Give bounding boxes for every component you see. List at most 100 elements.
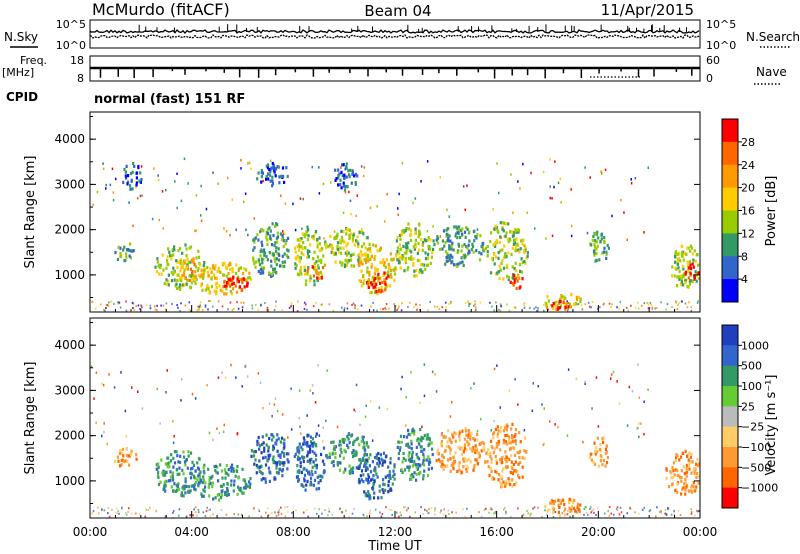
echo-cell	[344, 467, 347, 471]
echo-cell	[313, 478, 317, 482]
echo-cell	[458, 438, 461, 442]
echo-cell	[465, 225, 468, 230]
echo-cell	[400, 468, 403, 472]
echo-cell	[139, 180, 142, 184]
echo-cell	[556, 304, 559, 308]
echo-cell	[357, 245, 360, 249]
echo-cell	[688, 260, 691, 264]
noise-cell	[551, 197, 553, 200]
ground-scatter-cell	[637, 301, 639, 304]
echo-cell	[172, 489, 175, 493]
echo-cell	[595, 240, 598, 244]
ground-scatter-cell	[324, 509, 326, 512]
noise-cell	[589, 176, 591, 179]
noise-cell	[101, 434, 103, 438]
echo-cell	[340, 229, 343, 233]
echo-cell	[492, 451, 495, 455]
echo-cell	[685, 252, 688, 256]
ground-scatter-cell	[491, 305, 493, 308]
ground-scatter-cell	[380, 515, 383, 518]
echo-cell	[253, 450, 256, 454]
echo-cell	[688, 451, 691, 455]
ground-scatter-cell	[590, 511, 592, 514]
echo-cell	[332, 251, 335, 255]
echo-cell	[467, 435, 470, 439]
echo-cell	[122, 454, 125, 458]
ground-scatter-cell	[526, 510, 528, 512]
ground-scatter-cell	[656, 307, 658, 310]
echo-cell	[596, 450, 599, 454]
echo-cell	[681, 264, 684, 269]
ground-scatter-cell	[415, 303, 417, 306]
echo-cell	[201, 481, 204, 485]
echo-cell	[422, 455, 425, 459]
echo-cell	[127, 174, 130, 178]
ground-scatter-cell	[220, 509, 223, 512]
ground-scatter-cell	[505, 512, 507, 515]
echo-cell	[691, 484, 694, 488]
noise-cell	[153, 167, 155, 170]
noise-cell	[273, 403, 276, 406]
echo-cell	[302, 252, 305, 257]
echo-cell	[502, 221, 505, 225]
ground-scatter-cell	[627, 309, 630, 312]
echo-cell	[277, 165, 280, 169]
echo-cell	[458, 468, 461, 472]
ground-scatter-cell	[149, 307, 152, 310]
nsky-trace	[89, 24, 700, 40]
echo-cell	[440, 440, 443, 444]
echo-cell	[263, 446, 266, 450]
echo-cell	[486, 244, 489, 249]
ground-scatter-cell	[532, 507, 534, 510]
echo-cell	[354, 172, 357, 177]
echo-cell	[474, 444, 477, 448]
echo-cell	[311, 235, 314, 239]
echo-cell	[256, 439, 259, 443]
ground-scatter-cell	[406, 509, 408, 512]
echo-cell	[511, 472, 514, 476]
echo-cell	[263, 248, 266, 252]
colorbar-segment	[722, 365, 738, 387]
ground-scatter-cell	[610, 512, 613, 515]
echo-cell	[360, 245, 364, 249]
echo-cell	[156, 467, 159, 471]
echo-cell	[377, 272, 380, 276]
echo-cell	[384, 265, 387, 269]
echo-cell	[443, 244, 446, 248]
echo-cell	[255, 260, 258, 264]
echo-cell	[355, 437, 358, 442]
noise-cell	[300, 432, 302, 435]
noise-cell	[269, 159, 272, 163]
colorbar-segment	[722, 487, 738, 509]
echo-cell	[407, 266, 410, 270]
echo-cell	[263, 253, 266, 257]
echo-cell	[377, 464, 380, 468]
echo-cell	[374, 266, 377, 270]
echo-cell	[167, 279, 170, 283]
echo-cell	[685, 463, 689, 467]
noise-cell	[231, 198, 233, 201]
echo-cell	[345, 232, 348, 236]
echo-cell	[159, 480, 162, 484]
echo-cell	[389, 252, 392, 256]
echo-cell	[281, 237, 284, 241]
echo-cell	[518, 431, 521, 435]
echo-cell	[170, 257, 173, 261]
noise-cell	[139, 194, 142, 198]
ground-scatter-cell	[290, 302, 293, 304]
echo-cell	[226, 487, 229, 491]
echo-cell	[494, 454, 497, 459]
noise-cell	[259, 381, 262, 385]
echo-cell	[671, 482, 674, 486]
ground-scatter-cell	[401, 302, 403, 305]
ground-scatter-cell	[379, 511, 381, 514]
echo-cell	[502, 266, 506, 270]
echo-cell	[352, 233, 355, 237]
echo-cell	[326, 456, 329, 460]
echo-cell	[206, 284, 209, 288]
noise-cell	[369, 400, 372, 403]
echo-cell	[678, 458, 681, 462]
echo-cell	[370, 254, 373, 258]
echo-cell	[457, 242, 460, 246]
